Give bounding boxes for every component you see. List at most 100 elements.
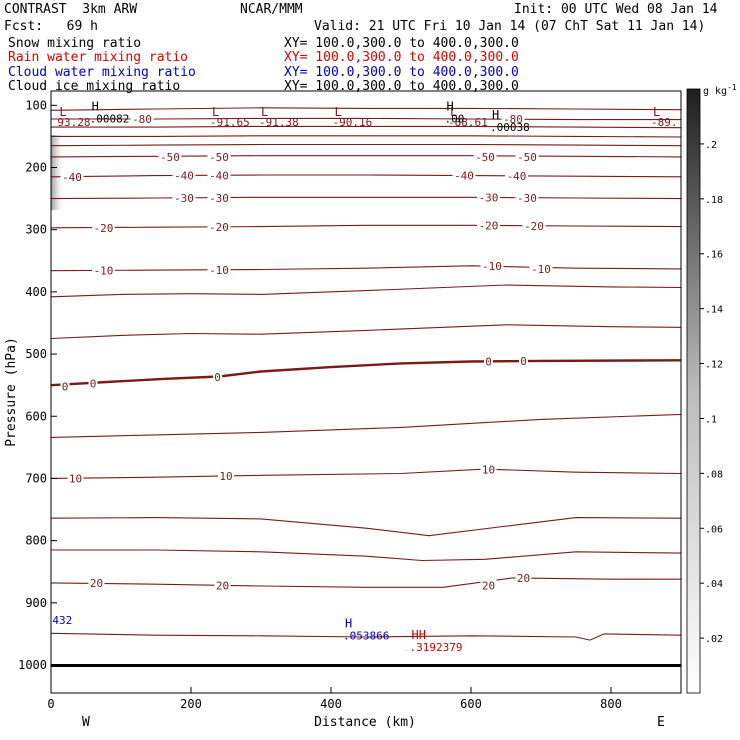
contour-label-bg	[130, 112, 154, 125]
high-marker-value: .053866	[343, 630, 389, 643]
contour-label-bg	[207, 169, 231, 182]
contour-label-bg	[207, 150, 231, 163]
contour-label: -10	[531, 263, 551, 276]
contour-label-bg	[505, 170, 528, 183]
init-time: Init: 00 UTC Wed 08 Jan 14	[514, 2, 718, 17]
high-marker: H	[447, 99, 454, 113]
colorbar-tick-label: .08	[705, 469, 723, 480]
y-tick-label: 700	[25, 471, 47, 485]
x-tick-label: 0	[47, 697, 54, 711]
isotherm-12	[51, 359, 681, 387]
low-marker: L	[653, 105, 660, 119]
contour-label: -80	[503, 113, 523, 126]
isotherm-9	[51, 265, 681, 272]
x-tick-label: 600	[460, 697, 482, 711]
y-tick-label: 600	[25, 409, 47, 423]
contour-label-bg	[501, 112, 525, 125]
isotherm-11	[51, 324, 681, 340]
contour-label-bg	[172, 191, 196, 204]
field-name-cloud-water: Cloud water mixing ratio	[8, 65, 196, 80]
contour-label: -10	[482, 260, 502, 273]
contour-label-bg	[67, 472, 84, 485]
high-marker: H	[345, 617, 352, 631]
low-marker: L	[335, 105, 342, 119]
contour-label: -30	[517, 192, 537, 205]
center-name: NCAR/MMM	[240, 2, 303, 17]
isotherm-2	[51, 125, 681, 129]
contour-label-bg	[480, 259, 504, 272]
contour-label: 20	[90, 577, 103, 590]
low-marker: L	[450, 105, 457, 119]
isotherm-6	[51, 174, 681, 178]
contour-label-bg	[207, 264, 231, 277]
contour-label-bg	[92, 264, 115, 277]
low-marker-value: -91.38	[259, 116, 299, 129]
colorbar-unit-exp: -1	[727, 83, 737, 92]
contour-label: 10	[69, 472, 82, 485]
contour-label: 0	[214, 371, 221, 384]
field-name-rain: Rain water mixing ratio	[8, 50, 189, 65]
low-marker: L	[261, 105, 268, 119]
contour-label-bg	[218, 469, 234, 482]
y-tick-label: 400	[25, 285, 47, 299]
isotherm-18	[51, 632, 681, 641]
contour-label: -40	[62, 171, 82, 184]
valid-time: Valid: 21 UTC Fri 10 Jan 14 (07 ChT Sat …	[314, 19, 706, 34]
isotherm-16	[51, 549, 681, 562]
contour-label-bg	[207, 191, 231, 204]
contour-label-bg	[522, 219, 546, 232]
field-name-cloud-ice: Cloud ice mixing ratio	[8, 79, 181, 94]
contour-label-bg	[480, 579, 497, 592]
y-tick-label: 300	[25, 223, 47, 237]
contour-label: 0	[90, 377, 97, 390]
low-marker-value: -89.	[651, 116, 678, 129]
contour-label: 20	[216, 579, 229, 592]
field-xy-rain: XY= 100.0,300.0 to 400.0,300.0	[284, 50, 519, 65]
high-marker-value: .3192379	[410, 641, 463, 654]
contour-label: -10	[94, 265, 114, 278]
contour-label-bg	[515, 571, 532, 584]
isotherm-5	[51, 155, 681, 158]
contour-label-bg	[88, 377, 98, 390]
isotherm-14	[51, 468, 681, 479]
high-marker: H	[492, 108, 499, 122]
contour-label: -40	[454, 170, 474, 183]
high-marker-value: .00	[445, 112, 465, 125]
colorbar-tick-label: .16	[705, 250, 723, 261]
field-xy-cloud-ice: XY= 100.0,300.0 to 400.0,300.0	[284, 79, 519, 94]
field-xy-cloud-water: XY= 100.0,300.0 to 400.0,300.0	[284, 65, 519, 80]
isotherm-15	[51, 517, 681, 537]
low-marker: L	[59, 105, 66, 119]
contour-label-bg	[214, 579, 231, 592]
contour-label: 10	[219, 470, 232, 483]
colorbar-tick-label: .1	[705, 414, 717, 425]
contour-label-bg	[484, 355, 493, 368]
colorbar-tick-label: .04	[705, 579, 723, 590]
high-marker: H	[92, 99, 99, 113]
colorbar	[686, 88, 701, 694]
contour-label: -80	[132, 113, 152, 126]
isotherm-13	[51, 413, 681, 438]
contour-label: -20	[209, 221, 229, 234]
plot-frame	[50, 90, 682, 694]
colorbar-tick-label: .14	[705, 305, 723, 316]
contour-label-bg	[60, 170, 84, 183]
x-axis-right-direction: E	[657, 715, 665, 730]
contour-label: -50	[209, 151, 229, 164]
contour-label-bg	[88, 576, 105, 589]
contour-label-bg	[207, 221, 231, 234]
colorbar-tick-label: .18	[705, 195, 723, 206]
contour-label-bg	[473, 150, 497, 163]
colorbar-unit-base: g kg	[703, 86, 727, 97]
high-marker: HH	[412, 628, 426, 642]
contour-label-bg	[515, 150, 539, 163]
x-tick-label: 400	[320, 697, 342, 711]
high-marker-value: .00082	[90, 112, 130, 125]
contour-label: 0	[62, 380, 69, 393]
x-tick-label: 200	[180, 697, 202, 711]
low-marker-value: -90.16	[333, 116, 373, 129]
contour-label-bg	[519, 354, 528, 367]
y-tick-label: 900	[25, 596, 47, 610]
contour-label-bg	[158, 150, 182, 163]
y-tick-label: 800	[25, 534, 47, 548]
